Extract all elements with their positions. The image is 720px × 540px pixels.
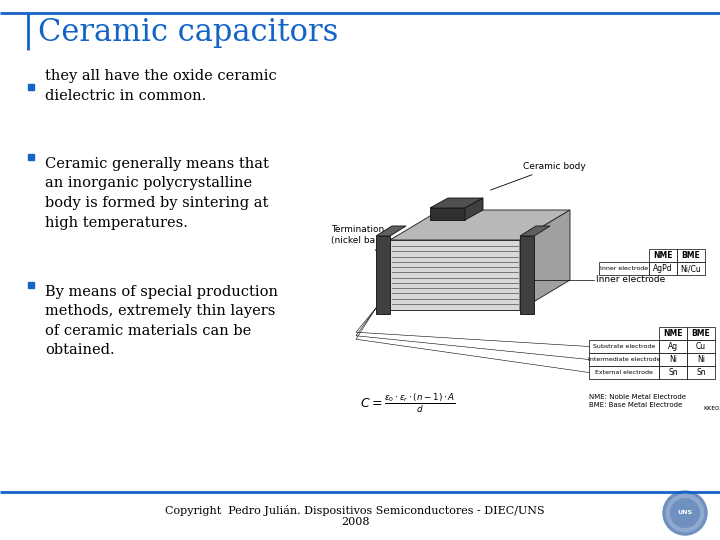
Bar: [589, 353, 659, 366]
Text: Substrate electrode: Substrate electrode: [593, 344, 655, 349]
Polygon shape: [390, 210, 570, 240]
Text: NME: Noble Metal Electrode
BME: Base Metal Electrode: NME: Noble Metal Electrode BME: Base Met…: [589, 394, 686, 408]
Text: Ag: Ag: [668, 342, 678, 351]
Bar: [649, 249, 677, 262]
Text: Ni: Ni: [697, 355, 705, 364]
Text: Ceramic body: Ceramic body: [490, 162, 586, 190]
Polygon shape: [465, 198, 483, 220]
Polygon shape: [390, 240, 520, 310]
Bar: [687, 353, 715, 366]
Bar: [677, 249, 705, 262]
Bar: [649, 262, 677, 275]
Text: Intermediate electrode: Intermediate electrode: [588, 357, 660, 362]
Text: Ni: Ni: [669, 355, 677, 364]
Circle shape: [666, 494, 703, 532]
Bar: [687, 327, 715, 340]
Circle shape: [671, 499, 699, 527]
Polygon shape: [520, 210, 570, 310]
Bar: [28, 84, 34, 90]
Bar: [28, 154, 34, 160]
Bar: [599, 262, 649, 275]
Polygon shape: [520, 236, 534, 314]
Text: they all have the oxide ceramic
dielectric in common.: they all have the oxide ceramic dielectr…: [45, 69, 276, 103]
Bar: [659, 340, 687, 353]
Text: Cu: Cu: [696, 342, 706, 351]
Text: By means of special production
methods, extremely thin layers
of ceramic materia: By means of special production methods, …: [45, 285, 278, 357]
Bar: [677, 262, 705, 275]
Text: Ni/Cu: Ni/Cu: [680, 264, 701, 273]
Text: Ceramic generally means that
an inorganic polycrystalline
body is formed by sint: Ceramic generally means that an inorgani…: [45, 157, 269, 230]
Bar: [659, 353, 687, 366]
Polygon shape: [430, 198, 483, 208]
Circle shape: [663, 491, 707, 535]
Polygon shape: [376, 236, 390, 314]
Polygon shape: [376, 226, 406, 236]
Text: AgPd: AgPd: [653, 264, 672, 273]
Text: BME: BME: [682, 251, 701, 260]
Bar: [659, 327, 687, 340]
Polygon shape: [430, 208, 465, 220]
Text: UNS: UNS: [678, 510, 693, 516]
Bar: [589, 340, 659, 353]
Bar: [659, 366, 687, 379]
Polygon shape: [520, 226, 550, 236]
Bar: [589, 366, 659, 379]
Text: Copyright  Pedro Julián. Dispositivos Semiconductores - DIEC/UNS
2008: Copyright Pedro Julián. Dispositivos Sem…: [165, 505, 545, 527]
Text: External electrode: External electrode: [595, 370, 653, 375]
Text: Ceramic capacitors: Ceramic capacitors: [38, 17, 338, 49]
Text: Sn: Sn: [668, 368, 678, 377]
Text: BME: BME: [692, 329, 711, 338]
Bar: [687, 340, 715, 353]
Text: NME: NME: [653, 251, 672, 260]
Text: Sn: Sn: [696, 368, 706, 377]
Bar: [28, 282, 34, 288]
Text: Termination
(nickel barrier): Termination (nickel barrier): [331, 225, 398, 258]
Text: $C = \frac{\varepsilon_0 \cdot \varepsilon_r \cdot (n-1) \cdot A}{d}$: $C = \frac{\varepsilon_0 \cdot \varepsil…: [360, 392, 456, 415]
Text: Inner electrode: Inner electrode: [600, 266, 648, 271]
Bar: [687, 366, 715, 379]
Text: KKE0362-U-E: KKE0362-U-E: [703, 406, 720, 411]
Text: NME: NME: [663, 329, 683, 338]
Text: Inner electrode: Inner electrode: [596, 275, 665, 285]
